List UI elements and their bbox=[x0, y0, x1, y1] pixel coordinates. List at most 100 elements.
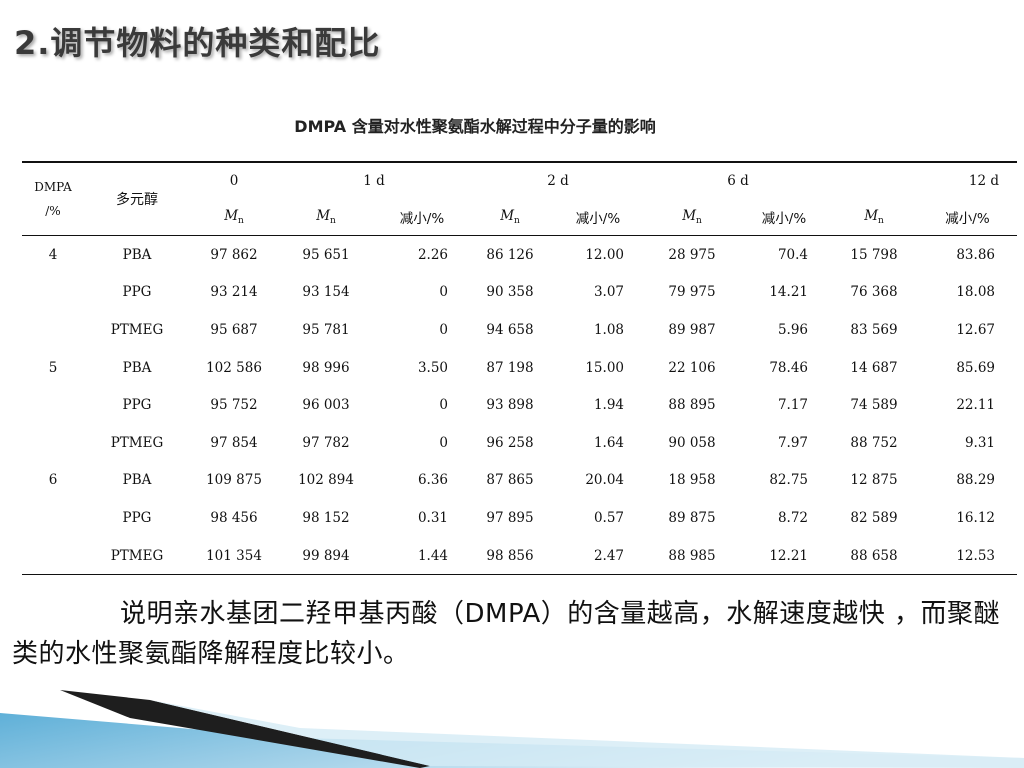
table-body: 4 PBA 97 862 95 651 2.26 86 126 12.00 28 975 70.… bbox=[22, 236, 1017, 575]
cell-dmpa bbox=[22, 499, 84, 537]
cell-reduction: 1.94 bbox=[593, 397, 624, 414]
cell-dmpa: 5 bbox=[48, 359, 58, 376]
cell-mn: 96 258 bbox=[486, 434, 534, 451]
header-polyol: 多元醇 bbox=[84, 162, 190, 236]
cell-mn: 97 862 bbox=[210, 246, 258, 263]
table-row: PPG 98 456 98 152 0.31 97 895 0.57 89 875 8.72 8… bbox=[22, 499, 1017, 537]
cell-dmpa: 6 bbox=[48, 472, 58, 489]
cell-reduction: 0 bbox=[439, 284, 448, 301]
table-row: PTMEG 95 687 95 781 0 94 658 1.08 89 987 5.96 83… bbox=[22, 311, 1017, 349]
slide-title: 2.调节物料的种类和配比 bbox=[14, 24, 381, 62]
cell-dmpa bbox=[22, 424, 84, 462]
cell-polyol: PPG bbox=[122, 509, 152, 526]
cell-polyol: PTMEG bbox=[110, 321, 164, 338]
cell-mn: 87 865 bbox=[486, 472, 534, 489]
cell-mn: 90 058 bbox=[668, 434, 716, 451]
cell-mn: 28 975 bbox=[668, 246, 716, 263]
cell-mn: 93 898 bbox=[486, 397, 534, 414]
header-reduction: 减小/% bbox=[918, 199, 1017, 236]
cell-mn: 98 856 bbox=[486, 547, 534, 564]
header-mn-letter: M bbox=[864, 208, 879, 224]
header-mn-subscript: n bbox=[696, 216, 702, 226]
cell-dmpa bbox=[22, 386, 84, 424]
cell-mn: 12 875 bbox=[850, 472, 898, 489]
cell-polyol: PPG bbox=[122, 284, 152, 301]
header-group-6d: 6 d bbox=[727, 173, 749, 189]
cell-mn: 102 894 bbox=[298, 472, 354, 489]
header-reduction: 减小/% bbox=[374, 199, 470, 236]
cell-polyol: PTMEG bbox=[110, 434, 164, 451]
cell-reduction: 3.07 bbox=[593, 284, 624, 301]
header-group-2d: 2 d bbox=[547, 173, 569, 189]
header-mn: Mn bbox=[278, 199, 374, 236]
header-mn: Mn bbox=[190, 199, 278, 236]
header-mn-subscript: n bbox=[878, 216, 884, 226]
cell-dmpa bbox=[22, 274, 84, 312]
header-mn-letter: M bbox=[316, 208, 331, 224]
cell-mn: 79 975 bbox=[668, 284, 716, 301]
body-paragraph: 说明亲水基团二羟甲基丙酸（DMPA）的含量越高，水解速度越快 ，而聚醚类的水性聚… bbox=[12, 599, 1001, 669]
cell-mn: 95 752 bbox=[210, 397, 258, 414]
cell-reduction: 22.11 bbox=[956, 397, 995, 414]
corner-decoration bbox=[0, 690, 1024, 768]
table-caption: DMPA 含量对水性聚氨酯水解过程中分子量的影响 bbox=[294, 117, 656, 136]
data-table-container: DMPA /% 多元醇 0 1 d 2 d 6 d 12 d Mn Mn 减小/% M… bbox=[22, 161, 1017, 576]
data-table: DMPA /% 多元醇 0 1 d 2 d 6 d 12 d Mn Mn 减小/% M… bbox=[22, 161, 1017, 576]
cell-reduction: 1.64 bbox=[593, 434, 624, 451]
cell-reduction: 3.50 bbox=[417, 359, 448, 376]
cell-reduction: 70.4 bbox=[777, 246, 808, 263]
header-group-1d: 1 d bbox=[363, 173, 385, 189]
cell-mn: 99 894 bbox=[302, 547, 350, 564]
cell-reduction: 2.47 bbox=[593, 547, 624, 564]
cell-polyol: PBA bbox=[122, 472, 152, 489]
cell-reduction: 9.31 bbox=[964, 434, 995, 451]
cell-mn: 90 358 bbox=[486, 284, 534, 301]
header-mn-letter: M bbox=[682, 208, 697, 224]
cell-reduction: 20.04 bbox=[585, 472, 624, 489]
cell-dmpa bbox=[22, 311, 84, 349]
cell-reduction: 83.86 bbox=[956, 246, 995, 263]
cell-dmpa: 4 bbox=[48, 246, 58, 263]
cell-mn: 102 586 bbox=[206, 359, 262, 376]
cell-mn: 96 003 bbox=[302, 397, 350, 414]
cell-mn: 97 895 bbox=[486, 509, 534, 526]
cell-reduction: 5.96 bbox=[777, 321, 808, 338]
cell-reduction: 18.08 bbox=[956, 284, 995, 301]
header-dmpa-line1: DMPA bbox=[34, 180, 72, 194]
cell-mn: 94 658 bbox=[486, 321, 534, 338]
cell-polyol: PPG bbox=[122, 397, 152, 414]
corner-dark-stripe bbox=[60, 690, 430, 768]
cell-reduction: 78.46 bbox=[769, 359, 808, 376]
cell-reduction: 7.17 bbox=[777, 397, 808, 414]
header-mn-letter: M bbox=[224, 208, 239, 224]
cell-mn: 88 752 bbox=[850, 434, 898, 451]
cell-reduction: 0 bbox=[439, 434, 448, 451]
cell-mn: 98 456 bbox=[210, 509, 258, 526]
corner-light-band bbox=[150, 700, 1024, 768]
cell-reduction: 12.00 bbox=[585, 246, 624, 263]
cell-mn: 89 875 bbox=[668, 509, 716, 526]
table-row: PTMEG 101 354 99 894 1.44 98 856 2.47 88 985 12… bbox=[22, 537, 1017, 575]
cell-reduction: 88.29 bbox=[956, 472, 995, 489]
cell-mn: 83 569 bbox=[850, 321, 898, 338]
table-row: PTMEG 97 854 97 782 0 96 258 1.64 90 058 7.97 88… bbox=[22, 424, 1017, 462]
header-dmpa: DMPA /% bbox=[22, 162, 84, 236]
cell-mn: 97 854 bbox=[210, 434, 258, 451]
table-row: 5 PBA 102 586 98 996 3.50 87 198 15.00 22 106 78… bbox=[22, 349, 1017, 387]
cell-reduction: 7.97 bbox=[777, 434, 808, 451]
table-row: PPG 95 752 96 003 0 93 898 1.94 88 895 7.17 74 5… bbox=[22, 386, 1017, 424]
header-mn-letter: M bbox=[500, 208, 515, 224]
cell-reduction: 16.12 bbox=[956, 509, 995, 526]
cell-reduction: 0.31 bbox=[417, 509, 448, 526]
cell-mn: 89 987 bbox=[668, 321, 716, 338]
header-mn-subscript: n bbox=[514, 216, 520, 226]
cell-mn: 95 781 bbox=[302, 321, 350, 338]
cell-mn: 98 152 bbox=[302, 509, 350, 526]
cell-reduction: 0 bbox=[439, 397, 448, 414]
cell-mn: 88 658 bbox=[850, 547, 898, 564]
cell-mn: 95 651 bbox=[302, 246, 350, 263]
cell-polyol: PBA bbox=[122, 246, 152, 263]
cell-mn: 87 198 bbox=[486, 359, 534, 376]
cell-mn: 82 589 bbox=[850, 509, 898, 526]
cell-reduction: 8.72 bbox=[777, 509, 808, 526]
